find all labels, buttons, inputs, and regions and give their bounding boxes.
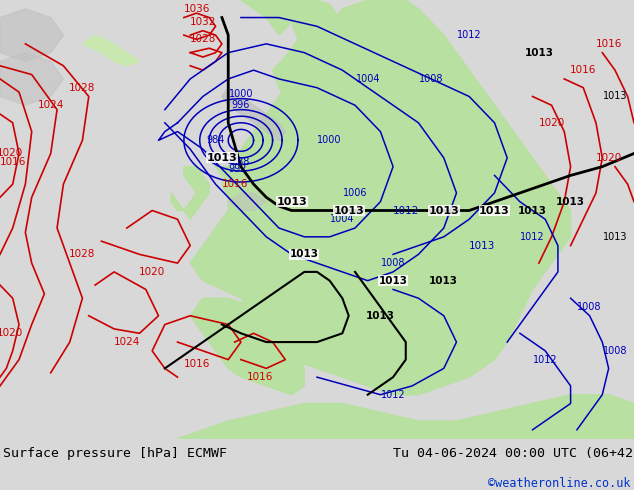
Text: 1012: 1012	[533, 355, 557, 365]
Polygon shape	[82, 35, 139, 66]
Text: 1036: 1036	[183, 4, 210, 14]
Text: 1016: 1016	[183, 359, 210, 369]
Text: 1013: 1013	[524, 48, 553, 58]
Text: 1013: 1013	[603, 92, 627, 101]
Text: 1013: 1013	[469, 241, 495, 250]
Text: 996: 996	[232, 100, 250, 110]
Polygon shape	[222, 0, 361, 220]
Text: 992: 992	[228, 164, 247, 174]
Text: 1013: 1013	[556, 196, 585, 207]
Polygon shape	[178, 395, 634, 439]
Text: 1013: 1013	[333, 205, 364, 216]
Text: 1013: 1013	[378, 276, 408, 286]
Text: Surface pressure [hPa] ECMWF: Surface pressure [hPa] ECMWF	[3, 447, 227, 461]
Text: 1013: 1013	[603, 232, 627, 242]
Text: 1012: 1012	[381, 390, 405, 400]
Text: 1013: 1013	[290, 249, 319, 259]
Text: 1020: 1020	[538, 118, 565, 128]
Text: 1008: 1008	[603, 346, 627, 356]
Text: 1006: 1006	[343, 188, 367, 198]
Text: 1020: 1020	[0, 328, 23, 338]
Text: 1020: 1020	[595, 153, 622, 163]
Polygon shape	[241, 0, 304, 35]
Text: 1028: 1028	[190, 34, 216, 45]
Polygon shape	[190, 0, 571, 395]
Text: 1024: 1024	[113, 337, 140, 347]
Text: 1013: 1013	[479, 205, 510, 216]
Text: Tu 04-06-2024 00:00 UTC (06+42): Tu 04-06-2024 00:00 UTC (06+42)	[393, 447, 634, 461]
Text: 1013: 1013	[429, 205, 459, 216]
Polygon shape	[184, 167, 209, 220]
Text: 1008: 1008	[578, 302, 602, 312]
Text: 1008: 1008	[419, 74, 443, 84]
Text: 1000: 1000	[229, 89, 253, 99]
Text: 1013: 1013	[276, 196, 307, 207]
Text: 1016: 1016	[595, 39, 622, 49]
Text: 1024: 1024	[37, 100, 64, 110]
Text: 1032: 1032	[190, 17, 216, 27]
Text: 988: 988	[232, 157, 250, 167]
Text: 1013: 1013	[429, 276, 458, 286]
Text: 1016: 1016	[570, 65, 597, 75]
Text: 1012: 1012	[392, 205, 419, 216]
Text: ©weatheronline.co.uk: ©weatheronline.co.uk	[488, 477, 631, 490]
Text: 1016: 1016	[0, 157, 26, 167]
Text: 1013: 1013	[207, 153, 237, 163]
Polygon shape	[222, 88, 285, 140]
Text: 1008: 1008	[381, 258, 405, 268]
Text: 1012: 1012	[521, 232, 545, 242]
Text: 1013: 1013	[366, 311, 395, 321]
Polygon shape	[0, 52, 63, 105]
Text: 1020: 1020	[0, 148, 23, 158]
Polygon shape	[228, 193, 266, 211]
Text: 1004: 1004	[356, 74, 380, 84]
Text: 1020: 1020	[139, 267, 165, 277]
Text: 1012: 1012	[457, 30, 481, 40]
Text: 1016: 1016	[221, 179, 248, 189]
Text: 1028: 1028	[69, 249, 96, 259]
Polygon shape	[0, 9, 63, 61]
Polygon shape	[190, 298, 304, 395]
Polygon shape	[171, 193, 184, 211]
Text: 1004: 1004	[330, 214, 354, 224]
Text: 1000: 1000	[318, 135, 342, 146]
Text: 1028: 1028	[69, 83, 96, 93]
Text: 1016: 1016	[247, 372, 273, 382]
Text: 984: 984	[207, 135, 224, 146]
Text: 1013: 1013	[518, 205, 547, 216]
